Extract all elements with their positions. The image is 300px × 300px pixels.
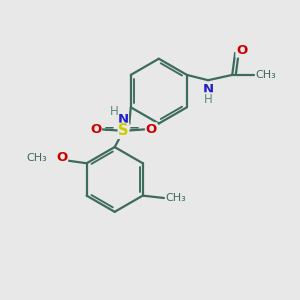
Text: O: O — [56, 152, 68, 164]
Text: N: N — [117, 113, 128, 127]
Text: =: = — [103, 123, 115, 136]
Text: S: S — [118, 123, 129, 138]
Text: N: N — [202, 83, 214, 96]
Text: H: H — [110, 105, 118, 118]
Text: O: O — [146, 123, 157, 136]
Text: =: = — [128, 123, 140, 136]
Text: H: H — [204, 93, 212, 106]
Text: O: O — [236, 44, 247, 57]
Text: CH₃: CH₃ — [165, 193, 186, 203]
Text: CH₃: CH₃ — [26, 153, 47, 163]
Text: CH₃: CH₃ — [256, 70, 277, 80]
Text: O: O — [90, 123, 101, 136]
